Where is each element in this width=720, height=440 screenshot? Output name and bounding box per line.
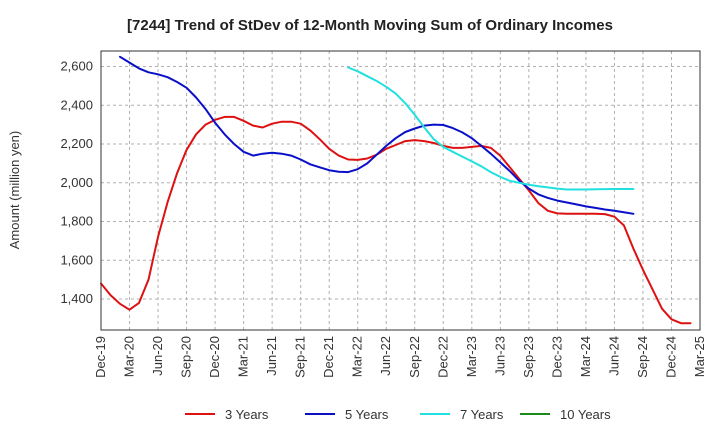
x-tick-label: Dec-22	[435, 336, 450, 378]
x-tick-label: Jun-20	[150, 336, 165, 376]
chart-title: [7244] Trend of StDev of 12-Month Moving…	[127, 17, 613, 34]
x-tick-label: Jun-23	[492, 336, 507, 376]
x-tick-label: Dec-20	[207, 336, 222, 378]
series-lines	[100, 55, 692, 325]
series-line-7-years	[347, 66, 635, 191]
x-tick-label: Sep-24	[635, 336, 650, 378]
legend-label: 5 Years	[345, 407, 389, 422]
x-tick-label: Mar-20	[122, 336, 137, 377]
x-tick-label: Jun-24	[606, 336, 621, 376]
gridlines	[101, 51, 700, 330]
legend: 3 Years 5 Years 7 Years 10 Years	[185, 407, 611, 422]
x-tick-label: Mar-22	[350, 336, 365, 377]
x-tick-label: Sep-23	[521, 336, 536, 378]
x-tick-label: Mar-25	[692, 336, 707, 377]
series-line-3-years	[100, 115, 692, 325]
x-tick-label: Mar-24	[578, 336, 593, 377]
y-tick-label: 2,000	[60, 175, 93, 190]
y-tick-label: 2,200	[60, 136, 93, 151]
x-tick-label: Sep-22	[407, 336, 422, 378]
y-axis-label: Amount (million yen)	[7, 131, 22, 250]
y-tick-label: 1,800	[60, 214, 93, 229]
x-tick-label: Sep-20	[179, 336, 194, 378]
x-tick-label: Mar-23	[464, 336, 479, 377]
y-tick-label: 2,600	[60, 59, 93, 74]
x-tick-label: Dec-21	[321, 336, 336, 378]
y-tick-label: 2,400	[60, 97, 93, 112]
x-tick-label: Dec-19	[93, 336, 108, 378]
y-tick-label: 1,400	[60, 291, 93, 306]
plot-area	[100, 50, 701, 331]
legend-label: 7 Years	[460, 407, 504, 422]
y-axis-ticks: 1,400 1,600 1,800 2,000 2,200 2,400 2,600	[60, 59, 93, 307]
x-tick-label: Sep-21	[293, 336, 308, 378]
x-axis-ticks: Dec-19 Mar-20 Jun-20 Sep-20 Dec-20 Mar-21 Jun-…	[93, 336, 707, 378]
x-tick-label: Dec-24	[663, 336, 678, 378]
x-tick-label: Mar-21	[236, 336, 251, 377]
legend-label: 10 Years	[560, 407, 611, 422]
x-tick-label: Dec-23	[549, 336, 564, 378]
series-line-5-years	[119, 55, 635, 215]
legend-label: 3 Years	[225, 407, 269, 422]
x-tick-label: Jun-22	[378, 336, 393, 376]
y-tick-label: 1,600	[60, 252, 93, 267]
x-tick-label: Jun-21	[264, 336, 279, 376]
